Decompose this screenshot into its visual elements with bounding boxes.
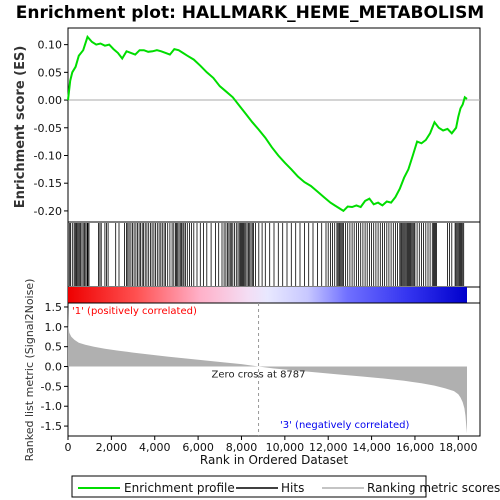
x-tick-label: 10,000 xyxy=(266,441,305,454)
legend-hits-label: Hits xyxy=(281,481,304,495)
x-axis-label: Rank in Ordered Dataset xyxy=(200,453,348,467)
x-tick-label: 0 xyxy=(65,441,72,454)
x-tick-label: 16,000 xyxy=(396,441,435,454)
ranking-metric-area xyxy=(68,307,467,434)
legend-metric-label: Ranking metric scores xyxy=(367,481,500,495)
es-y-tick-label: -0.05 xyxy=(34,122,62,135)
legend-frame xyxy=(71,475,427,498)
legend-enrichment-label: Enrichment profile xyxy=(124,481,235,495)
es-y-tick-label: 0.10 xyxy=(38,39,63,52)
x-tick-label: 4,000 xyxy=(139,441,171,454)
metric-y-axis: 1.5 1.0 0.5 0.0 -0.5 -1.0 -1.5 xyxy=(41,301,68,433)
es-y-tick-label: -0.20 xyxy=(34,205,62,218)
metric-panel: 1.5 1.0 0.5 0.0 -0.5 -1.0 -1.5 Zero cross at 8… xyxy=(23,279,481,462)
zero-cross-label: Zero cross at 8787 xyxy=(212,370,306,381)
chart-title: Enrichment plot: HALLMARK_HEME_METABOLIS… xyxy=(16,3,484,23)
hits-panel xyxy=(67,221,481,288)
enrichment-profile-line xyxy=(67,34,468,213)
x-tick-label: 12,000 xyxy=(309,441,348,454)
es-y-tick-label: 0.05 xyxy=(38,66,63,79)
es-y-tick-label: -0.15 xyxy=(34,177,62,190)
metric-y-tick-label: -0.5 xyxy=(41,380,62,393)
metric-y-tick-label: 1.0 xyxy=(45,321,63,334)
x-tick-label: 14,000 xyxy=(352,441,391,454)
hit-marks xyxy=(68,223,465,286)
x-tick-label: 8,000 xyxy=(226,441,258,454)
metric-y-tick-label: 0.0 xyxy=(45,361,63,374)
metric-y-tick-label: 0.5 xyxy=(45,341,63,354)
metric-y-tick-label: -1.0 xyxy=(41,400,62,413)
metric-y-label: Ranked list metric (Signal2Noise) xyxy=(23,279,36,462)
x-tick-label: 2,000 xyxy=(96,441,128,454)
metric-y-tick-label: 1.5 xyxy=(45,301,63,314)
metric-y-tick-label: -1.5 xyxy=(41,420,62,433)
es-panel: 0.10 0.05 0.00 -0.05 -0.10 -0.15 -0.20 Enrichm… xyxy=(13,27,481,223)
positive-correlation-label: '1' (positively correlated) xyxy=(72,306,197,317)
es-panel-frame xyxy=(67,27,481,223)
x-axis: 0 2,000 4,000 6,000 8,000 10,000 12,000 14,000 1… xyxy=(65,436,478,454)
es-y-axis: 0.10 0.05 0.00 -0.05 -0.10 -0.15 -0.20 xyxy=(34,39,68,218)
es-y-label: Enrichment score (ES) xyxy=(13,46,28,209)
legend: Enrichment profile Hits Ranking metric s… xyxy=(71,475,500,498)
x-tick-label: 18,000 xyxy=(439,441,478,454)
es-y-tick-label: 0.00 xyxy=(38,94,63,107)
x-tick-label: 6,000 xyxy=(182,441,214,454)
negative-correlation-label: '3' (negatively correlated) xyxy=(280,420,409,431)
es-y-tick-label: -0.10 xyxy=(34,149,62,162)
correlation-color-bar xyxy=(68,287,467,303)
